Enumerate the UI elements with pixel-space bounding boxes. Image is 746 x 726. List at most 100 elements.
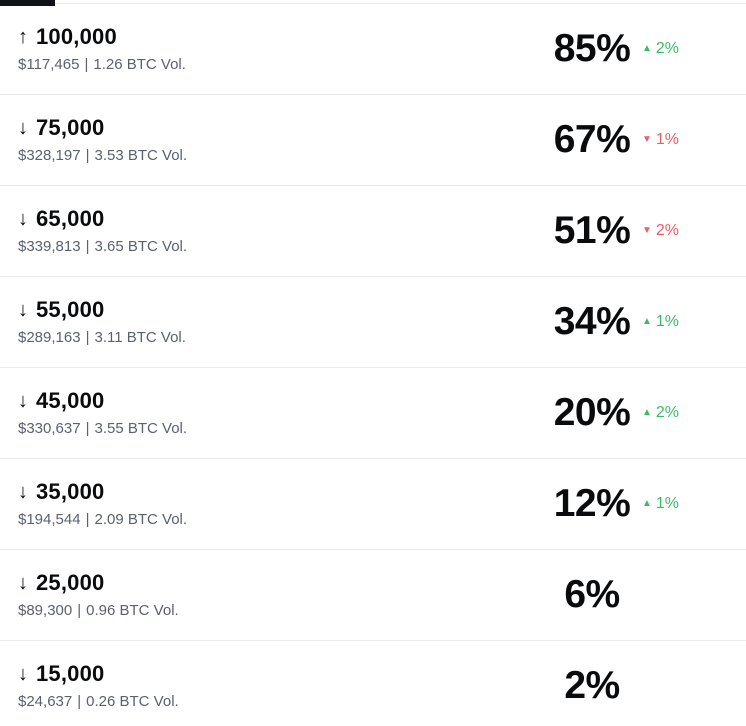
price-level-info: ↓ 75,000 $328,197 | 3.53 BTC Vol. <box>18 114 187 165</box>
price-level-info: ↓ 25,000 $89,300 | 0.96 BTC Vol. <box>18 569 179 620</box>
volume-info: $194,544 | 2.09 BTC Vol. <box>18 511 187 529</box>
probability-section: 34% ▲ 1% <box>534 300 746 344</box>
direction-arrow-icon: ↓ <box>18 207 28 230</box>
separator: | <box>84 55 89 73</box>
price-level-info: ↓ 35,000 $194,544 | 2.09 BTC Vol. <box>18 478 187 529</box>
separator: | <box>85 237 90 255</box>
usd-volume: $328,197 <box>18 146 81 164</box>
btc-volume: 2.09 BTC Vol. <box>94 510 188 528</box>
price-level-info: ↓ 65,000 $339,813 | 3.65 BTC Vol. <box>18 205 187 256</box>
price-level-value: 15,000 <box>36 660 105 686</box>
price-level-row[interactable]: ↓ 35,000 $194,544 | 2.09 BTC Vol. 12% ▲ 1% <box>0 459 746 550</box>
price-level-value: 25,000 <box>36 569 105 595</box>
usd-volume: $117,465 <box>18 55 80 73</box>
price-level-info: ↓ 55,000 $289,163 | 3.11 BTC Vol. <box>18 296 186 347</box>
btc-volume: 3.11 BTC Vol. <box>94 328 186 346</box>
price-level-title: ↓ 45,000 <box>18 387 187 413</box>
price-level-row[interactable]: ↓ 45,000 $330,637 | 3.55 BTC Vol. 20% ▲ 2% <box>0 368 746 459</box>
price-level-row[interactable]: ↑ 100,000 $117,465 | 1.26 BTC Vol. 85% ▲ 2… <box>0 4 746 95</box>
volume-info: $328,197 | 3.53 BTC Vol. <box>18 147 187 165</box>
price-level-row[interactable]: ↓ 65,000 $339,813 | 3.65 BTC Vol. 51% ▼ 2% <box>0 186 746 277</box>
volume-info: $330,637 | 3.55 BTC Vol. <box>18 420 187 438</box>
price-level-value: 35,000 <box>36 478 105 504</box>
btc-volume: 1.26 BTC Vol. <box>93 55 186 73</box>
change-direction-icon: ▲ <box>642 498 652 509</box>
top-scroll-indicator <box>0 0 55 6</box>
direction-arrow-icon: ↓ <box>18 480 28 503</box>
price-level-info: ↓ 45,000 $330,637 | 3.55 BTC Vol. <box>18 387 187 438</box>
direction-arrow-icon: ↓ <box>18 298 28 321</box>
change-badge: ▲ 2% <box>642 404 679 422</box>
price-level-title: ↓ 75,000 <box>18 114 187 140</box>
separator: | <box>85 146 90 164</box>
price-level-row[interactable]: ↓ 55,000 $289,163 | 3.11 BTC Vol. 34% ▲ 1% <box>0 277 746 368</box>
change-direction-icon: ▼ <box>642 134 652 145</box>
divider <box>0 3 746 4</box>
probability-percent: 85% <box>553 27 631 70</box>
separator: | <box>77 601 82 619</box>
change-direction-icon: ▲ <box>642 407 652 418</box>
volume-info: $289,163 | 3.11 BTC Vol. <box>18 329 186 347</box>
probability-section: 12% ▲ 1% <box>534 482 746 526</box>
change-percent: 2% <box>655 222 680 239</box>
direction-arrow-icon: ↓ <box>18 389 28 412</box>
probability-section: 67% ▼ 1% <box>534 118 746 162</box>
probability-section: 2% <box>534 664 746 708</box>
probability-percent: 12% <box>553 482 631 525</box>
usd-volume: $289,163 <box>18 328 81 346</box>
change-direction-icon: ▲ <box>642 43 652 54</box>
price-level-value: 65,000 <box>36 205 105 231</box>
separator: | <box>85 328 90 346</box>
price-level-title: ↓ 55,000 <box>18 296 186 322</box>
usd-volume: $89,300 <box>18 601 73 619</box>
volume-info: $339,813 | 3.65 BTC Vol. <box>18 238 187 256</box>
change-badge: ▼ 1% <box>642 131 679 149</box>
price-level-value: 75,000 <box>36 114 105 140</box>
change-percent: 1% <box>655 495 680 512</box>
price-level-title: ↓ 15,000 <box>18 660 179 686</box>
direction-arrow-icon: ↓ <box>18 116 28 139</box>
price-level-row[interactable]: ↓ 75,000 $328,197 | 3.53 BTC Vol. 67% ▼ 1% <box>0 95 746 186</box>
probability-percent: 67% <box>553 118 631 161</box>
price-level-info: ↓ 15,000 $24,637 | 0.26 BTC Vol. <box>18 660 179 711</box>
direction-arrow-icon: ↑ <box>18 25 28 48</box>
btc-volume: 3.65 BTC Vol. <box>94 237 188 255</box>
btc-volume: 3.55 BTC Vol. <box>94 419 188 437</box>
price-level-title: ↑ 100,000 <box>18 23 186 49</box>
btc-volume: 0.26 BTC Vol. <box>86 692 179 710</box>
price-level-value: 45,000 <box>36 387 105 413</box>
change-percent: 1% <box>655 313 680 330</box>
change-badge: ▲ 1% <box>642 313 679 331</box>
price-level-row[interactable]: ↓ 25,000 $89,300 | 0.96 BTC Vol. 6% <box>0 550 746 641</box>
change-percent: 2% <box>655 404 680 421</box>
separator: | <box>77 692 82 710</box>
probability-percent: 6% <box>564 573 620 616</box>
price-level-value: 100,000 <box>36 23 117 49</box>
probability-percent: 20% <box>553 391 631 434</box>
price-level-title: ↓ 35,000 <box>18 478 187 504</box>
separator: | <box>85 419 90 437</box>
volume-info: $117,465 | 1.26 BTC Vol. <box>18 56 186 74</box>
price-level-info: ↑ 100,000 $117,465 | 1.26 BTC Vol. <box>18 23 186 74</box>
usd-volume: $194,544 <box>18 510 81 528</box>
btc-volume: 3.53 BTC Vol. <box>94 146 188 164</box>
probability-section: 85% ▲ 2% <box>534 27 746 71</box>
direction-arrow-icon: ↓ <box>18 571 28 594</box>
price-level-title: ↓ 25,000 <box>18 569 179 595</box>
volume-info: $89,300 | 0.96 BTC Vol. <box>18 602 179 620</box>
change-percent: 2% <box>655 40 680 57</box>
change-badge: ▲ 1% <box>642 495 679 513</box>
probability-percent: 51% <box>553 209 631 252</box>
price-level-value: 55,000 <box>36 296 105 322</box>
direction-arrow-icon: ↓ <box>18 662 28 685</box>
probability-percent: 34% <box>553 300 631 343</box>
btc-volume: 0.96 BTC Vol. <box>86 601 179 619</box>
volume-info: $24,637 | 0.26 BTC Vol. <box>18 693 179 711</box>
price-level-title: ↓ 65,000 <box>18 205 187 231</box>
price-level-row[interactable]: ↓ 15,000 $24,637 | 0.26 BTC Vol. 2% <box>0 641 746 726</box>
probability-section: 20% ▲ 2% <box>534 391 746 435</box>
usd-volume: $24,637 <box>18 692 73 710</box>
usd-volume: $330,637 <box>18 419 81 437</box>
change-direction-icon: ▲ <box>642 316 652 327</box>
